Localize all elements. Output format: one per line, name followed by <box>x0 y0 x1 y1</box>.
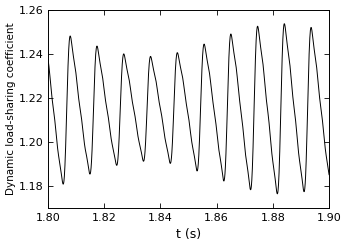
Y-axis label: Dynamic load-sharing coefficient: Dynamic load-sharing coefficient <box>6 22 16 195</box>
X-axis label: t (s): t (s) <box>176 228 201 242</box>
